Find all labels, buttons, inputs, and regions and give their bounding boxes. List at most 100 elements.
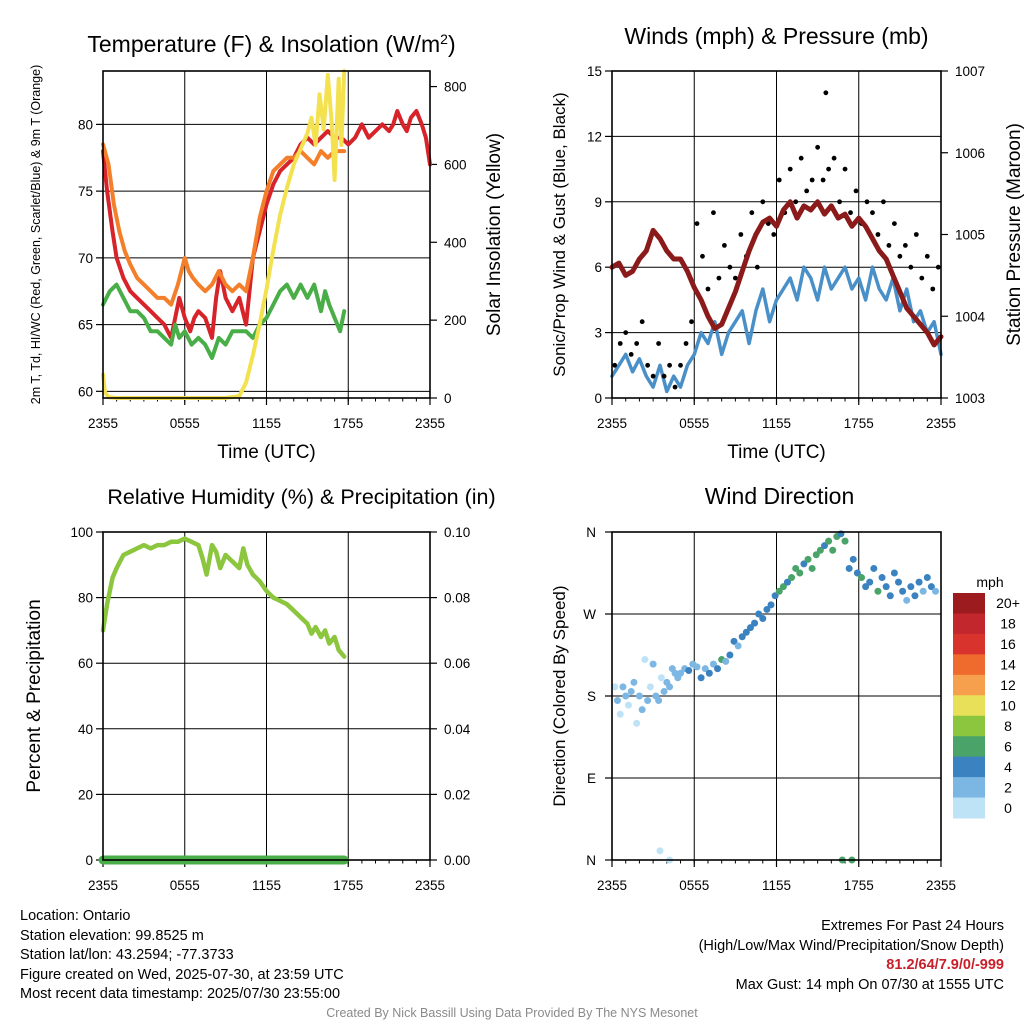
direction-point: [825, 537, 833, 545]
gust-point: [853, 188, 859, 194]
y-tick-label: 9: [594, 195, 602, 210]
chart-title: Wind Direction: [705, 483, 855, 509]
legend-label: 16: [1000, 636, 1016, 652]
gust-point: [667, 362, 672, 368]
extremes-values: 81.2/64/7.9/0/-999: [886, 957, 1004, 973]
chart-title: Temperature (F) & Insolation (W/m2): [87, 31, 455, 57]
y-tick-label: 3: [594, 326, 602, 341]
x-tick-label: 1155: [762, 878, 791, 893]
y2-axis-label: Station Pressure (Maroon): [1004, 123, 1024, 346]
chart-title: Relative Humidity (%) & Precipitation (i…: [107, 485, 495, 509]
direction-point: [613, 697, 621, 705]
y-tick-label: 0: [594, 391, 602, 406]
humidity-line: [100, 536, 347, 659]
direction-point: [882, 583, 890, 591]
gust-point: [689, 319, 694, 325]
direction-point: [878, 574, 886, 582]
y-axis-label: Direction (Colored By Speed): [550, 585, 569, 806]
direction-point: [709, 660, 717, 668]
gust-point: [716, 275, 722, 281]
gust-point: [760, 199, 766, 205]
direction-point: [796, 569, 804, 577]
direction-point: [923, 574, 931, 582]
gust-point: [672, 384, 678, 390]
gust-point: [935, 264, 941, 270]
direction-point: [619, 683, 627, 691]
gust-point: [776, 177, 782, 183]
direction-point: [644, 697, 652, 705]
direction-point: [701, 665, 709, 673]
extremes-title: Extremes For Past 24 Hours: [821, 918, 1004, 934]
y2-tick-label: 800: [444, 80, 467, 95]
direction-point: [899, 587, 907, 595]
direction-point: [730, 637, 738, 645]
direction-point: [907, 583, 915, 591]
gust-point: [881, 199, 886, 205]
direction-point: [734, 642, 742, 650]
y2-axis-label: Solar Insolation (Yellow): [484, 133, 505, 336]
x-tick-label: 2355: [926, 416, 956, 431]
direction-point: [738, 633, 746, 641]
x-tick-label: 1755: [844, 416, 874, 431]
direction-point: [705, 669, 713, 677]
gust-point: [754, 264, 760, 270]
gust-point: [864, 199, 870, 205]
series-line-1: [101, 109, 432, 340]
x-tick-label: 1155: [762, 416, 791, 431]
y-axis-label: 2m T, Td, HI/WC (Red, Green, Scarlet/Blu…: [29, 65, 43, 404]
chart-title: Winds (mph) & Pressure (mb): [624, 23, 928, 49]
gust-point: [727, 264, 733, 270]
y2-tick-label: 200: [444, 313, 467, 328]
legend-swatch: [953, 633, 985, 655]
y-tick-label: 12: [587, 129, 602, 144]
direction-point: [886, 592, 894, 600]
direction-point: [657, 674, 665, 682]
direction-point: [903, 596, 911, 604]
x-axis-label: Time (UTC): [727, 442, 826, 463]
y-tick-label: N: [586, 853, 596, 868]
gust-point: [848, 210, 853, 216]
gust-point: [771, 232, 777, 237]
direction-point: [635, 692, 643, 700]
x-tick-label: 2355: [926, 878, 956, 893]
direction-point: [829, 546, 837, 554]
direction-point: [742, 628, 750, 636]
direction-point: [874, 587, 882, 595]
direction-point: [746, 624, 754, 632]
legend-swatch: [953, 593, 985, 614]
gust-point: [875, 232, 881, 237]
credit-text: Created By Nick Bassill Using Data Provi…: [326, 1006, 698, 1020]
legend-label: 10: [1000, 698, 1016, 714]
gust-point: [634, 341, 640, 346]
legend-swatch: [953, 674, 985, 696]
gust-point: [705, 286, 711, 292]
gust-point: [902, 243, 908, 248]
direction-point: [890, 569, 898, 577]
panel-3: 2355 0555 1155 1755 2355 0 20 40 60 80 100 0.00 0.02…: [24, 485, 496, 893]
direction-point: [915, 578, 923, 586]
direction-point: [775, 587, 783, 595]
series-line-2: [101, 282, 347, 360]
direction-point: [932, 587, 940, 595]
y2-tick-label: 400: [444, 235, 467, 250]
direction-point: [660, 687, 668, 695]
gust-point: [831, 155, 837, 161]
series-line-3: [101, 142, 347, 307]
gust-point: [650, 373, 656, 379]
y-tick-label: N: [586, 525, 596, 540]
direction-point: [895, 578, 903, 586]
gust-point: [612, 362, 618, 368]
y2-tick-label: 0: [444, 391, 452, 406]
direction-point: [666, 683, 674, 691]
x-tick-label: 1155: [252, 878, 281, 893]
y-axis-label: Percent & Precipitation: [24, 599, 45, 792]
speed-legend: mph 20+ 18 16 14 12 10 8 6 4 2 0: [953, 574, 1020, 819]
y-tick-label: 40: [78, 722, 93, 737]
direction-point: [808, 564, 816, 572]
legend-swatch: [953, 695, 985, 717]
y2-tick-label: 0.00: [444, 853, 470, 868]
gust-point: [842, 166, 848, 172]
direction-point: [685, 666, 693, 674]
y-tick-label: E: [587, 771, 596, 786]
